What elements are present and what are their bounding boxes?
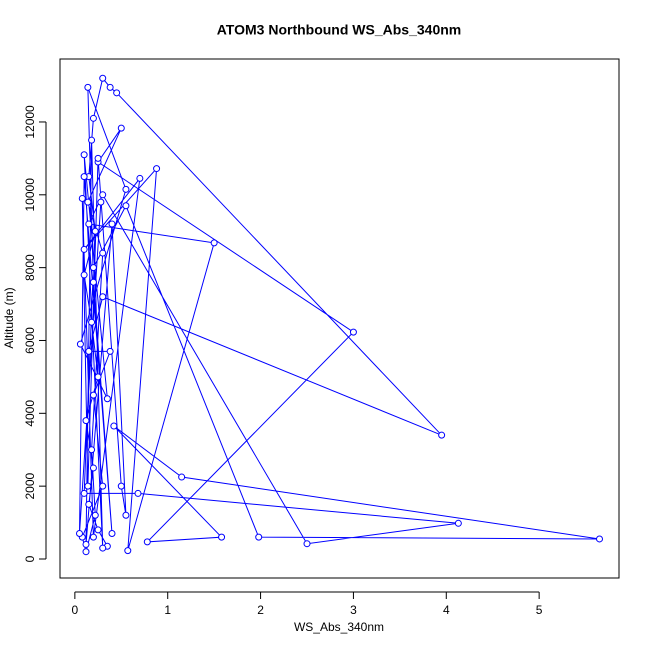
data-point (76, 529, 83, 537)
x-tick-label: 3 (350, 603, 357, 617)
data-point (80, 271, 88, 279)
data-point (88, 136, 96, 144)
data-point (99, 293, 107, 301)
data-point (122, 185, 130, 193)
y-tick-label: 4000 (23, 400, 37, 427)
x-axis-label: WS_Abs_340nm (294, 620, 384, 634)
data-point (85, 500, 93, 508)
data-point (91, 227, 99, 235)
data-point (349, 328, 357, 336)
data-point (143, 538, 151, 546)
data-point (84, 198, 92, 206)
data-point (80, 245, 88, 253)
data-point (80, 151, 88, 159)
data-point (218, 533, 226, 541)
data-line (79, 77, 600, 552)
plot-frame (59, 58, 620, 579)
x-tick-label: 5 (536, 603, 543, 617)
data-point (103, 395, 111, 403)
data-point (255, 533, 263, 541)
data-point (99, 249, 107, 257)
y-tick-label: 6000 (23, 327, 37, 354)
data-point (108, 529, 116, 537)
data-point (91, 511, 99, 519)
data-point (596, 535, 603, 543)
data-point (178, 473, 186, 481)
data-point (85, 220, 93, 228)
data-point (94, 526, 102, 534)
data-point (210, 239, 218, 247)
chart-title: ATOM3 Northbound WS_Abs_340nm (217, 22, 462, 38)
data-point (136, 174, 144, 182)
data-point (94, 154, 102, 162)
data-point (88, 318, 96, 326)
data-point (108, 220, 116, 228)
data-point (110, 422, 118, 430)
y-tick-label: 0 (23, 555, 37, 562)
x-tick-label: 4 (443, 603, 450, 617)
y-tick-label: 8000 (23, 254, 37, 281)
data-point (99, 74, 107, 82)
data-point (99, 544, 107, 552)
data-point (454, 519, 462, 527)
data-point (106, 83, 114, 91)
data-point (84, 482, 92, 490)
data-point (80, 173, 88, 181)
y-tick-label: 10000 (23, 178, 37, 212)
data-point (153, 165, 161, 173)
x-tick-label: 2 (257, 603, 264, 617)
x-tick-label: 1 (164, 603, 171, 617)
data-point (89, 391, 97, 399)
data-point (106, 347, 114, 355)
data-point (89, 278, 97, 286)
data-point (88, 446, 96, 454)
data-point (89, 464, 97, 472)
y-axis-label: Altitude (m) (2, 287, 16, 348)
data-point (84, 83, 92, 91)
data-point (80, 489, 88, 497)
data-point (97, 198, 105, 206)
data-point (82, 540, 90, 548)
data-point (303, 540, 311, 548)
data-point (82, 417, 90, 425)
data-point (117, 482, 125, 490)
data-point (134, 489, 142, 497)
data-point (99, 482, 107, 490)
data-point (113, 89, 121, 97)
data-point (89, 114, 97, 122)
data-point (89, 264, 97, 272)
data-point (78, 194, 86, 202)
data-point (76, 340, 84, 348)
data-point (122, 202, 130, 210)
data-point (117, 124, 125, 132)
data-point (124, 547, 132, 555)
data-point (438, 431, 446, 439)
y-tick-label: 2000 (23, 472, 37, 499)
data-point (89, 533, 97, 541)
data-point (122, 511, 130, 519)
data-point (85, 347, 93, 355)
y-tick-label: 12000 (23, 105, 37, 139)
data-point (82, 548, 90, 556)
x-tick-label: 0 (72, 603, 79, 617)
data-point (94, 373, 102, 381)
data-point (99, 191, 107, 199)
